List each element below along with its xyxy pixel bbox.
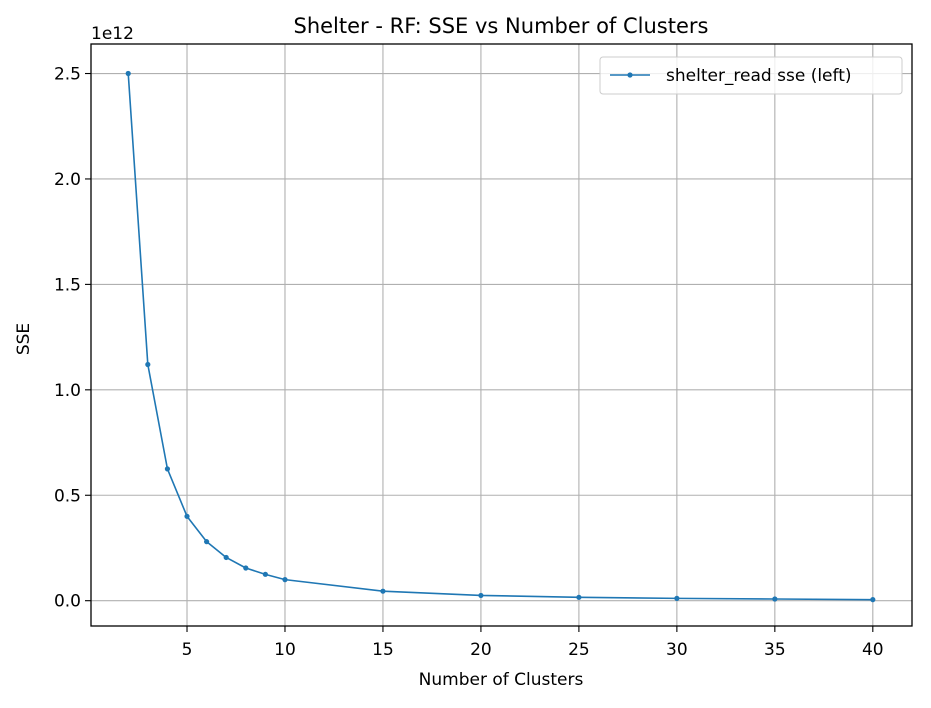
x-tick-label: 20 [470,640,492,660]
data-point [164,466,171,472]
x-tick-label: 25 [568,640,590,660]
legend-marker-swatch [627,72,633,78]
y-tick-label: 1.0 [54,381,81,401]
y-tick-label: 2.5 [54,65,81,85]
grid [91,44,912,626]
data-point [282,577,288,583]
x-tick-label: 10 [274,640,296,660]
y-tick-label: 0.0 [54,592,81,612]
y-axis-ticks: 0.0 0.5 1.0 1.5 2.0 2.5 [54,65,91,612]
axes-frame [90,43,913,627]
x-axis-ticks: 5 10 15 20 25 30 35 40 [182,626,884,660]
x-axis-label: Number of Clusters [419,670,584,690]
data-point [145,361,151,368]
x-tick-label: 40 [862,640,884,660]
data-point [243,565,249,571]
data-point [674,595,680,601]
legend-entry-label: shelter_read sse (left) [666,66,852,86]
x-tick-label: 15 [372,640,394,660]
series-layer [125,70,876,603]
data-point [478,592,484,599]
y-tick-label: 0.5 [54,486,81,506]
legend-frame [599,56,903,95]
data-point [576,594,582,600]
data-point [204,539,210,545]
data-point [772,596,778,602]
chart-title: Shelter - RF: SSE vs Number of Clusters [294,14,709,38]
y-tick-label: 1.5 [54,275,81,295]
data-point [380,588,386,594]
data-point [262,571,268,577]
x-tick-label: 30 [666,640,688,660]
x-tick-label: 5 [182,640,193,660]
data-point [870,597,876,603]
data-point [125,70,131,77]
y-axis-label: SSE [14,323,34,355]
data-point [223,554,229,561]
data-point [184,513,190,519]
y-axis-offset-text: 1e12 [91,24,134,44]
legend: shelter_read sse (left) [599,56,903,95]
y-tick-label: 2.0 [54,170,81,190]
x-tick-label: 35 [764,640,786,660]
